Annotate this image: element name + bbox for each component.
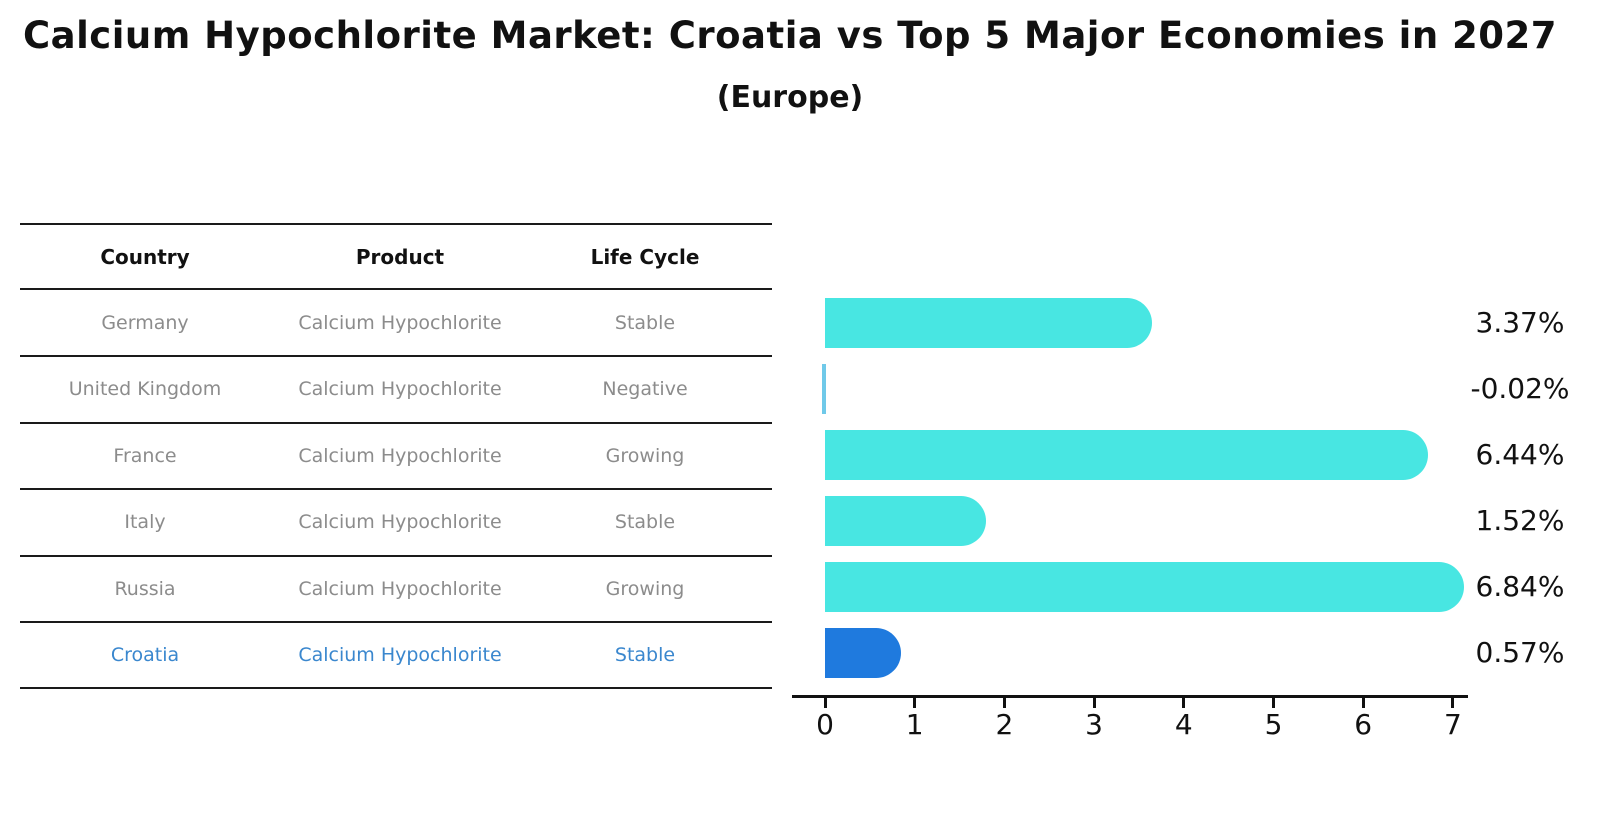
table-row: Russia Calcium Hypochlorite Growing: [20, 556, 772, 621]
cell-product: Calcium Hypochlorite: [298, 577, 502, 600]
cell-country: Germany: [101, 311, 189, 334]
cell-country: Croatia: [110, 643, 180, 666]
cell-product: Calcium Hypochlorite: [298, 311, 502, 334]
table-top-line: [20, 223, 772, 226]
x-tick-label: 1: [905, 708, 924, 741]
bar-value-label: 1.52%: [1475, 504, 1565, 537]
cell-life-cycle: Negative: [602, 378, 688, 400]
table-row-line: [20, 488, 772, 490]
column-header-life-cycle: Life Cycle: [590, 244, 700, 269]
x-tick-label: 4: [1174, 708, 1193, 741]
cell-country: United Kingdom: [68, 378, 222, 400]
bar-value-label: 3.37%: [1475, 306, 1565, 339]
x-tick-label: 7: [1443, 708, 1462, 741]
table-row-line: [20, 422, 772, 424]
table-row: Germany Calcium Hypochlorite Stable: [20, 290, 772, 355]
bar-value-label: 0.57%: [1475, 636, 1565, 669]
table-header-row: Country Product Life Cycle: [20, 225, 772, 288]
cell-life-cycle: Growing: [605, 577, 685, 600]
x-tick-label: 2: [995, 708, 1014, 741]
table-row-line: [20, 355, 772, 357]
bar-united-kingdom: [822, 364, 826, 414]
chart-subtitle: (Europe): [716, 80, 864, 115]
cell-life-cycle: Stable: [614, 311, 676, 334]
table-header-line: [20, 288, 772, 291]
bar-croatia: [825, 628, 902, 678]
table-bottom-line: [20, 687, 772, 689]
table-row: France Calcium Hypochlorite Growing: [20, 423, 772, 488]
bar-france: [825, 430, 1428, 480]
cell-country: France: [113, 444, 177, 467]
x-axis-tick: [1002, 698, 1006, 708]
x-tick-label: 3: [1085, 708, 1103, 741]
bar-value-label: -0.02%: [1470, 372, 1570, 405]
x-axis-tick: [1092, 698, 1096, 708]
table-row: United Kingdom Calcium Hypochlorite Nega…: [20, 356, 772, 422]
cell-product: Calcium Hypochlorite: [298, 378, 502, 400]
table-row-line: [20, 555, 772, 557]
cell-country: Russia: [114, 577, 176, 600]
x-axis-tick: [823, 698, 827, 708]
bar-value-label: 6.84%: [1475, 570, 1565, 603]
x-tick-label: 5: [1264, 708, 1283, 741]
cell-product: Calcium Hypochlorite: [298, 643, 502, 666]
cell-life-cycle: Growing: [605, 444, 685, 467]
bar-russia: [825, 562, 1464, 612]
cell-product: Calcium Hypochlorite: [298, 444, 502, 467]
table-row: Italy Calcium Hypochlorite Stable: [20, 489, 772, 555]
cell-life-cycle: Stable: [614, 511, 676, 533]
cell-product: Calcium Hypochlorite: [298, 511, 502, 533]
x-axis-tick: [913, 698, 917, 708]
x-axis-tick: [1272, 698, 1275, 708]
table-row-line: [20, 621, 772, 623]
column-header-country: Country: [100, 244, 190, 269]
bar-value-label: 6.44%: [1475, 438, 1565, 471]
x-tick-label: 0: [816, 708, 834, 741]
table-row-highlight: Croatia Calcium Hypochlorite Stable: [20, 622, 772, 687]
x-axis-spine: [792, 695, 1468, 698]
column-header-product: Product: [355, 244, 445, 269]
bar-italy: [825, 496, 987, 546]
x-axis-tick: [1451, 698, 1455, 708]
x-axis-tick: [1361, 698, 1365, 708]
x-tick-label: 6: [1354, 708, 1373, 741]
chart-title: Calcium Hypochlorite Market: Croatia vs …: [22, 14, 1558, 57]
bar-germany: [825, 298, 1153, 348]
x-axis-tick: [1182, 698, 1186, 708]
cell-life-cycle: Stable: [614, 643, 676, 666]
cell-country: Italy: [124, 511, 166, 533]
